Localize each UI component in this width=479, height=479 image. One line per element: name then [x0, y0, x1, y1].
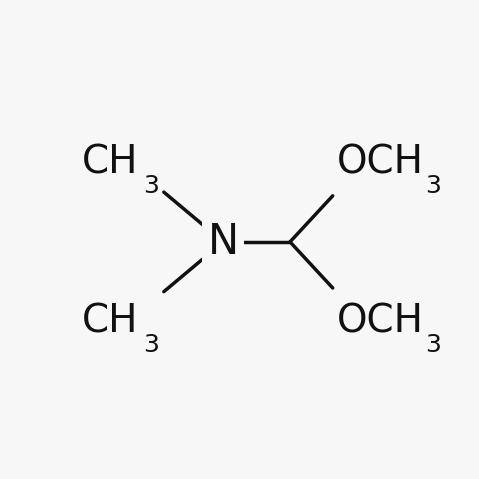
- Text: 3: 3: [143, 174, 160, 198]
- Text: 3: 3: [425, 333, 442, 357]
- Text: 3: 3: [425, 174, 442, 198]
- Text: CH: CH: [82, 302, 138, 340]
- Text: N: N: [208, 221, 239, 263]
- Text: CH: CH: [82, 144, 138, 182]
- Text: OCH: OCH: [336, 302, 423, 340]
- Text: 3: 3: [143, 333, 160, 357]
- Text: OCH: OCH: [336, 144, 423, 182]
